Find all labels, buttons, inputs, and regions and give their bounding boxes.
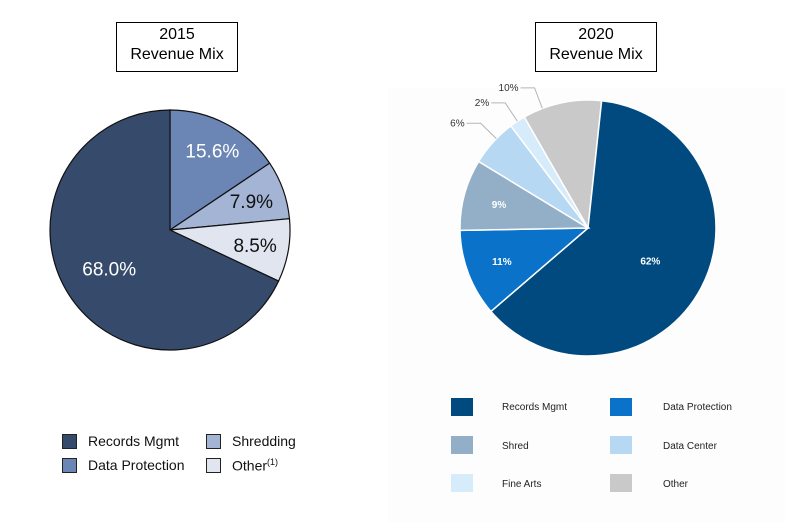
- chart-2020-title-line-2: Revenue Mix: [549, 46, 643, 63]
- legend-label-data-center-2020: Data Center: [663, 441, 717, 452]
- pie-2020-label-fine-arts: 2%: [475, 98, 490, 109]
- legend-swatch-other-2020: [610, 474, 632, 492]
- pie-2015-label-shredding: 7.9%: [230, 192, 273, 213]
- pie-2020-label-data-center: 6%: [450, 118, 465, 129]
- legend-label-other: Other(1): [232, 457, 278, 474]
- legend-swatch-data-protection: [62, 458, 77, 473]
- pie-2020-label-shred: 9%: [492, 200, 507, 211]
- pie-2020-label-records-mgmt: 62%: [640, 257, 660, 268]
- legend-swatch-data-protection-2020: [610, 398, 632, 416]
- legend-label-data-protection: Data Protection: [88, 457, 185, 473]
- legend-label-fine-arts-2020: Fine Arts: [502, 479, 542, 490]
- legend-swatch-records-mgmt-2020: [451, 398, 473, 416]
- legend-label-data-protection-2020: Data Protection: [663, 402, 732, 413]
- legend-label-other-text: Other: [232, 457, 268, 474]
- chart-2015-title-line-1: 2015: [159, 26, 195, 43]
- pie-2020-slice-other: [523, 99, 603, 231]
- pie-2020-slice-data-protection: [459, 227, 591, 313]
- pie-2015-label-data-protection: 15.6%: [185, 142, 239, 163]
- legend-swatch-shredding: [206, 434, 221, 449]
- pie-2020-leader-other: [520, 87, 543, 109]
- pie-2015-slice-data-protection: [169, 109, 271, 232]
- pie-2020-leader-fine-arts: [491, 102, 518, 122]
- pie-2015-label-other: 8.5%: [233, 236, 276, 257]
- pie-2015-label-records-mgmt: 68.0%: [82, 260, 136, 281]
- chart-2020-title: 2020 Revenue Mix: [535, 22, 657, 72]
- legend-swatch-fine-arts-2020: [451, 474, 473, 492]
- pie-2020-label-data-protection: 11%: [492, 257, 512, 268]
- legend-label-shredding: Shredding: [232, 433, 296, 449]
- legend-swatch-other: [206, 458, 221, 473]
- legend-label-other-2020: Other: [663, 479, 689, 490]
- legend-label-records-mgmt-2020: Records Mgmt: [502, 402, 568, 413]
- pie-2015-slice-records-mgmt: [49, 109, 280, 351]
- legend-swatch-records-mgmt: [62, 434, 77, 449]
- chart-2020-title-line-1: 2020: [578, 26, 614, 43]
- legend-label-shred-2020: Shred: [502, 441, 529, 452]
- chart-2015-title: 2015 Revenue Mix: [116, 22, 238, 72]
- legend-footnote-marker: (1): [267, 457, 279, 467]
- pie-2020-leader-data-center: [466, 122, 497, 139]
- legend-label-records-mgmt: Records Mgmt: [88, 433, 180, 449]
- legend-swatch-data-center-2020: [610, 436, 632, 454]
- pie-2020-slice-records-mgmt: [489, 99, 717, 357]
- chart-2015-title-line-2: Revenue Mix: [130, 46, 224, 63]
- pie-2020-label-other: 10%: [499, 83, 519, 94]
- legend-swatch-shred-2020: [451, 436, 473, 454]
